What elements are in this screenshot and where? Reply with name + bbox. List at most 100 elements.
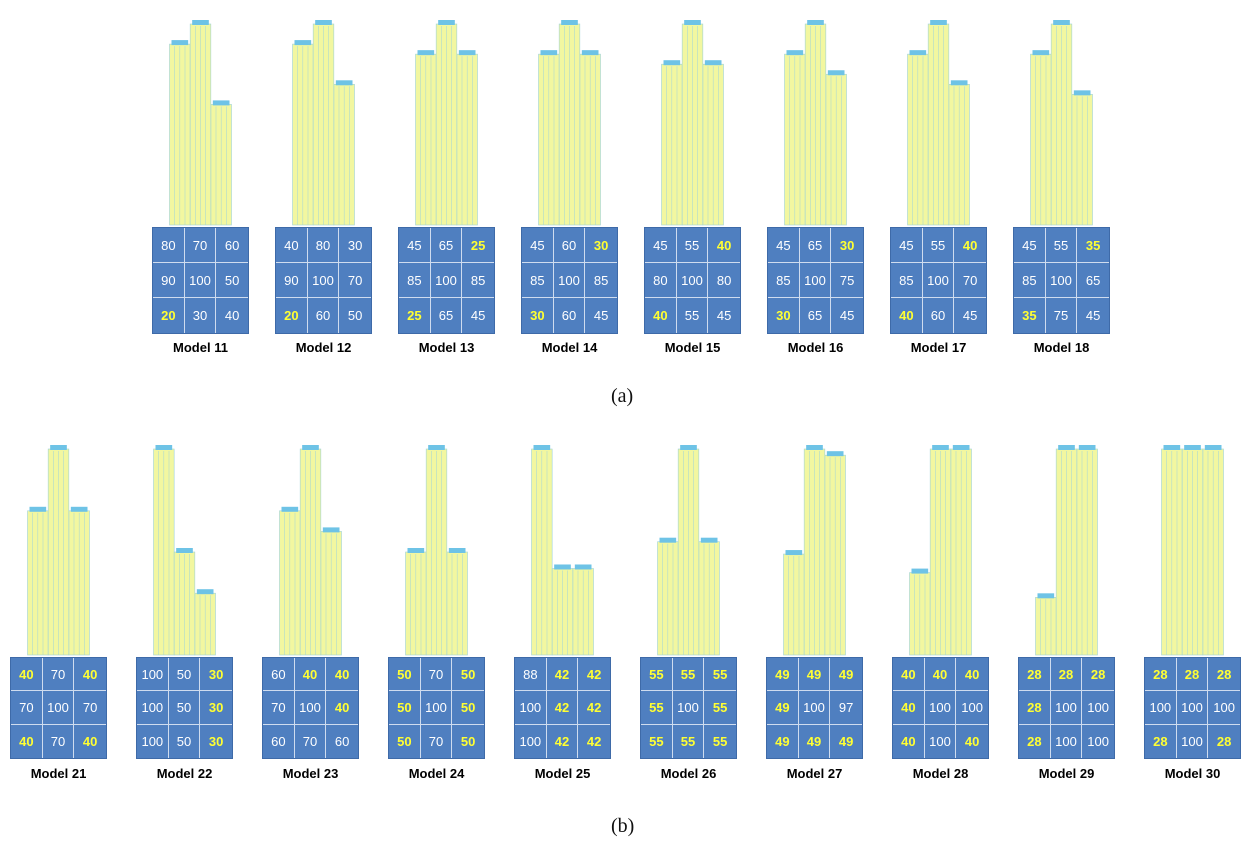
grid-cell: 65: [1077, 263, 1109, 298]
grid-cell: 30: [339, 228, 371, 263]
grid-cell: 70: [263, 691, 295, 725]
grid-cell: 49: [838, 733, 854, 749]
grid-cell: 100: [1208, 691, 1240, 725]
tower-cap: [315, 20, 332, 25]
grid-cell: 45: [839, 308, 855, 323]
tower-cap: [302, 445, 319, 450]
grid-cell: 100: [137, 658, 169, 692]
tower-cap: [171, 40, 189, 46]
tower-cap: [1037, 593, 1055, 599]
grid-cell: 60: [553, 228, 586, 263]
tower-cap: [192, 20, 209, 25]
tower-cap: [704, 60, 722, 66]
model-label: Model 30: [1164, 766, 1221, 781]
tower-illustration: [783, 445, 846, 656]
tower-cap: [554, 564, 571, 570]
grid-cell: 50: [168, 658, 201, 692]
grid-cell: 100: [430, 263, 463, 298]
tower-cap: [448, 548, 466, 553]
tower-illustration: [1035, 445, 1098, 656]
grid-cell: 70: [421, 724, 453, 758]
model-label: Model 29: [1038, 766, 1095, 781]
tower-illustration: [657, 445, 720, 656]
grid-cell: 55: [704, 658, 736, 692]
grid-cell: 75: [1046, 298, 1078, 333]
tower-cap: [335, 80, 353, 86]
tower-cap: [826, 451, 844, 457]
grid-cell: 42: [586, 733, 602, 749]
grid-cell: 40: [924, 658, 957, 692]
grid-cell: 55: [922, 228, 955, 263]
height-grid: 45 60 30 85 100 85 30 60 45: [521, 227, 618, 334]
tower-cap: [932, 445, 949, 450]
grid-cell: 30: [185, 298, 217, 333]
model-label: Model 26: [660, 766, 717, 781]
grid-cell: 65: [800, 298, 832, 333]
grid-cell: 100: [1145, 691, 1177, 725]
grid-cell: 60: [554, 298, 586, 333]
grid-cell: 28: [1208, 658, 1240, 692]
grid-cell: 30: [200, 691, 232, 725]
tower-cap: [911, 568, 929, 574]
model-label: Model 17: [910, 340, 967, 355]
grid-cell: 50: [452, 691, 484, 725]
grid-cell: 42: [578, 691, 610, 725]
model-label: Model 14: [541, 340, 598, 355]
grid-cell: 100: [420, 691, 453, 725]
model-label: Model 16: [787, 340, 844, 355]
tower-cap: [909, 50, 927, 56]
grid-cell: 45: [522, 228, 554, 263]
grid-cell: 55: [677, 298, 709, 333]
grid-cell: 30: [831, 228, 863, 263]
grid-cell: 97: [830, 691, 862, 725]
grid-cell: 45: [470, 308, 486, 323]
grid-cell: 45: [768, 228, 800, 263]
height-grid: 80 70 60 90 100 50 20 30 40: [152, 227, 249, 334]
grid-cell: 42: [547, 724, 579, 758]
grid-cell: 85: [399, 263, 431, 298]
grid-cell: 60: [334, 733, 350, 749]
tower-illustration: [538, 20, 601, 226]
tower-cap: [1058, 445, 1075, 450]
height-grid: 88 42 42 100 42 42 100 42 42: [514, 657, 611, 759]
grid-cell: 100: [925, 724, 957, 758]
height-grid: 49 49 49 49 100 97 49 49 49: [766, 657, 863, 759]
grid-cell: 40: [956, 658, 988, 692]
grid-cell: 100: [672, 691, 705, 725]
grid-cell: 100: [1050, 691, 1083, 725]
grid-cell: 55: [673, 724, 705, 758]
tower-cap: [807, 20, 824, 25]
height-grid: 100 50 30 100 50 30 100 50 30: [136, 657, 233, 759]
grid-cell: 30: [585, 228, 617, 263]
grid-cell: 80: [307, 228, 340, 263]
height-grid: 60 40 40 70 100 40 60 70 60: [262, 657, 359, 759]
model-label: Model 11: [173, 340, 228, 355]
tower-cap: [50, 445, 67, 450]
tower-cap: [1078, 445, 1096, 450]
grid-cell: 55: [641, 658, 673, 692]
grid-cell: 42: [578, 658, 610, 692]
height-grid: 45 55 40 85 100 70 40 60 45: [890, 227, 987, 334]
grid-cell: 60: [263, 658, 295, 692]
grid-cell: 40: [893, 658, 925, 692]
grid-cell: 55: [672, 658, 705, 692]
grid-cell: 49: [767, 691, 799, 725]
grid-cell: 40: [11, 658, 43, 692]
tower-cap: [786, 50, 804, 56]
grid-cell: 30: [522, 298, 554, 333]
tower-cap: [540, 50, 558, 56]
tower-cap: [212, 100, 230, 106]
height-grid: 45 55 40 80 100 80 40 55 45: [644, 227, 741, 334]
grid-cell: 25: [399, 298, 431, 333]
grid-cell: 25: [462, 228, 494, 263]
grid-cell: 45: [1085, 308, 1101, 323]
grid-cell: 100: [42, 691, 75, 725]
grid-cell: 40: [294, 658, 327, 692]
tower-illustration: [531, 445, 594, 656]
grid-cell: 28: [1216, 733, 1232, 749]
grid-cell: 70: [11, 691, 43, 725]
tower-cap: [1184, 445, 1201, 450]
grid-cell: 45: [891, 228, 923, 263]
grid-cell: 100: [1051, 724, 1083, 758]
tower-illustration: [169, 20, 232, 226]
